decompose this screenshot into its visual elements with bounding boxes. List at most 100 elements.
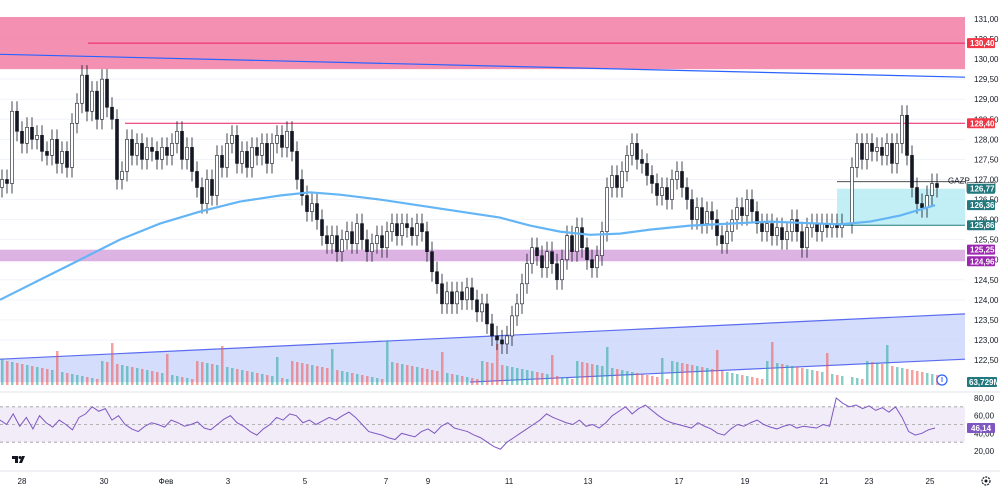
candle bbox=[65, 151, 69, 168]
volume-bar bbox=[26, 365, 29, 385]
volume-bar bbox=[696, 366, 699, 385]
price-tick-label: 131,00 bbox=[974, 15, 999, 24]
volume-bar bbox=[541, 373, 544, 385]
candle bbox=[75, 102, 79, 124]
candle bbox=[45, 151, 49, 156]
x-tick-label: 21 bbox=[820, 477, 829, 486]
volume-bar bbox=[636, 373, 639, 385]
volume-bar bbox=[681, 363, 684, 385]
candle bbox=[440, 283, 444, 305]
price-tag-label: 125,86 bbox=[970, 221, 995, 230]
candle bbox=[90, 90, 94, 112]
volume-bar bbox=[841, 376, 844, 385]
volume-bar bbox=[426, 369, 429, 385]
volume-bar bbox=[366, 376, 369, 385]
candle bbox=[175, 131, 179, 144]
volume-bar bbox=[176, 376, 179, 385]
candle bbox=[730, 219, 734, 232]
volume-bar bbox=[916, 371, 919, 385]
volume-bar bbox=[881, 364, 884, 385]
volume-tag-label: 63,729M bbox=[969, 378, 1000, 387]
candle bbox=[895, 143, 899, 164]
volume-bar bbox=[741, 375, 744, 385]
volume-bar bbox=[436, 371, 439, 385]
volume-bar bbox=[816, 371, 819, 385]
volume-bar bbox=[671, 361, 674, 385]
volume-bar bbox=[266, 375, 269, 385]
volume-bar bbox=[376, 378, 379, 385]
candle bbox=[40, 135, 44, 152]
volume-bar bbox=[276, 357, 279, 385]
volume-bar bbox=[211, 364, 214, 385]
price-tag bbox=[967, 256, 995, 267]
trendline[interactable] bbox=[0, 53, 966, 78]
candle bbox=[275, 135, 279, 144]
volume-bar bbox=[451, 374, 454, 385]
candle bbox=[755, 211, 759, 224]
volume-bar bbox=[481, 361, 484, 385]
candle bbox=[240, 151, 244, 164]
volume-bar bbox=[101, 361, 104, 385]
candle bbox=[430, 251, 434, 273]
candle bbox=[765, 223, 769, 232]
volume-tag bbox=[967, 377, 997, 387]
volume-bar bbox=[781, 364, 784, 385]
volume-bar bbox=[706, 368, 709, 385]
candle bbox=[10, 110, 14, 184]
volume-bar bbox=[711, 369, 714, 385]
volume-bar bbox=[326, 368, 329, 385]
volume-bar bbox=[891, 366, 894, 385]
candle bbox=[25, 127, 29, 144]
candle bbox=[195, 171, 199, 188]
candle bbox=[905, 114, 909, 156]
volume-bar bbox=[56, 351, 59, 385]
volume-bar bbox=[821, 372, 824, 385]
candle bbox=[60, 151, 64, 164]
x-tick-label: 23 bbox=[865, 477, 874, 486]
volume-bar bbox=[591, 364, 594, 385]
volume-bar bbox=[926, 373, 929, 385]
candle bbox=[515, 303, 519, 317]
volume-bar bbox=[921, 372, 924, 385]
volume-bar bbox=[61, 372, 64, 385]
settings-gear-icon[interactable] bbox=[981, 476, 991, 486]
cyan-box[interactable] bbox=[837, 188, 965, 226]
channel-upper-line[interactable] bbox=[0, 313, 966, 360]
rsi-line[interactable] bbox=[0, 397, 936, 450]
candle bbox=[640, 159, 644, 164]
candle bbox=[30, 127, 34, 140]
candle bbox=[310, 203, 314, 212]
candle bbox=[795, 219, 799, 232]
candle bbox=[500, 339, 504, 345]
candle bbox=[705, 211, 709, 224]
support-zone bbox=[0, 249, 965, 262]
candle bbox=[610, 175, 614, 188]
volume-bar bbox=[691, 365, 694, 385]
volume-bar bbox=[246, 371, 249, 385]
volume-bar bbox=[291, 361, 294, 385]
candle bbox=[100, 78, 104, 120]
candle bbox=[190, 147, 194, 172]
candle bbox=[605, 187, 609, 232]
candle bbox=[395, 223, 399, 236]
volume-bar bbox=[871, 362, 874, 385]
x-tick-label: 5 bbox=[303, 477, 308, 486]
candle bbox=[645, 163, 649, 176]
candle bbox=[340, 239, 344, 252]
volume-bar bbox=[596, 365, 599, 385]
candle bbox=[330, 235, 334, 244]
moving-average-line[interactable] bbox=[0, 191, 936, 301]
candle bbox=[815, 223, 819, 232]
volume-bar bbox=[256, 373, 259, 385]
tradingview-logo-icon bbox=[12, 456, 25, 463]
volume-bar bbox=[901, 368, 904, 385]
volume-bar bbox=[156, 372, 159, 385]
candle bbox=[930, 183, 934, 196]
candle bbox=[530, 247, 534, 265]
volume-bar bbox=[866, 361, 869, 385]
candle bbox=[875, 147, 879, 152]
candle bbox=[230, 135, 234, 144]
volume-bar bbox=[166, 354, 169, 385]
candle bbox=[590, 259, 594, 269]
